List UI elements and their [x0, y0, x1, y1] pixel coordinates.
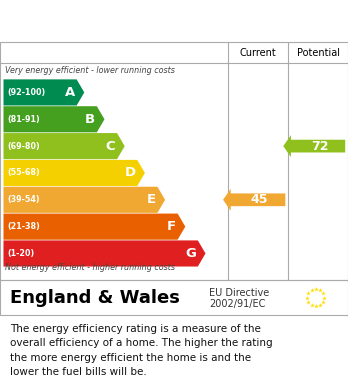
Text: Current: Current: [240, 48, 276, 58]
Text: (1-20): (1-20): [8, 249, 35, 258]
Text: F: F: [167, 220, 176, 233]
Text: Not energy efficient - higher running costs: Not energy efficient - higher running co…: [5, 263, 175, 272]
Polygon shape: [3, 160, 145, 186]
Text: D: D: [124, 167, 135, 179]
Text: (55-68): (55-68): [8, 169, 40, 178]
Text: Potential: Potential: [296, 48, 340, 58]
Text: (81-91): (81-91): [8, 115, 40, 124]
Text: The energy efficiency rating is a measure of the
overall efficiency of a home. T: The energy efficiency rating is a measur…: [10, 324, 273, 377]
Polygon shape: [283, 135, 345, 157]
Text: E: E: [147, 193, 156, 206]
Text: (21-38): (21-38): [8, 222, 40, 231]
Polygon shape: [3, 213, 185, 240]
Text: England & Wales: England & Wales: [10, 289, 180, 307]
Text: G: G: [185, 247, 196, 260]
Text: Energy Efficiency Rating: Energy Efficiency Rating: [10, 14, 220, 29]
Text: (92-100): (92-100): [8, 88, 46, 97]
Text: A: A: [65, 86, 75, 99]
Polygon shape: [3, 106, 104, 132]
Text: C: C: [106, 140, 115, 152]
Text: 45: 45: [251, 193, 268, 206]
Text: Very energy efficient - lower running costs: Very energy efficient - lower running co…: [5, 66, 175, 75]
Text: (39-54): (39-54): [8, 195, 40, 204]
Polygon shape: [3, 133, 125, 159]
Polygon shape: [3, 240, 205, 267]
Polygon shape: [3, 79, 84, 106]
Text: (69-80): (69-80): [8, 142, 40, 151]
Text: EU Directive: EU Directive: [209, 289, 269, 298]
Polygon shape: [3, 187, 165, 213]
Text: 72: 72: [311, 140, 328, 152]
Text: B: B: [85, 113, 95, 126]
Polygon shape: [223, 189, 285, 211]
Text: 2002/91/EC: 2002/91/EC: [209, 300, 265, 309]
